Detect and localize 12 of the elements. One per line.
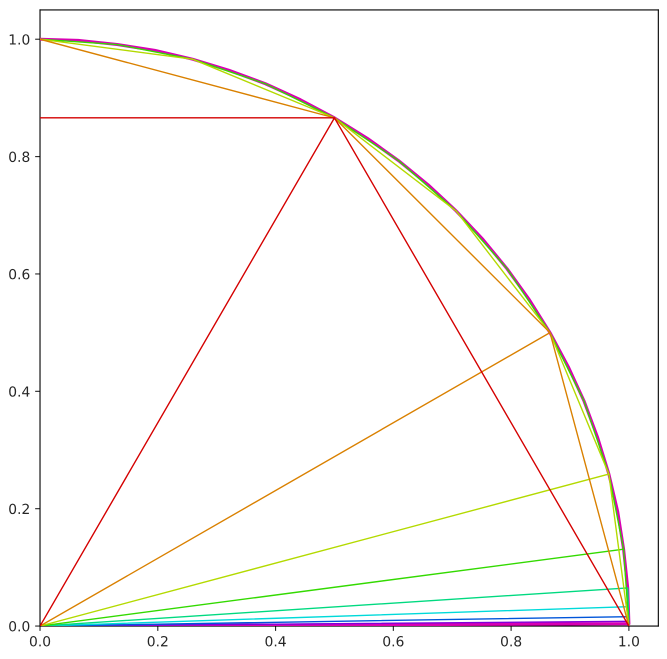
y-tick-label: 0.8	[9, 152, 30, 162]
y-tick-label: 0.0	[9, 621, 30, 632]
x-tick-label: 0.6	[383, 636, 404, 647]
y-tick-label: 1.0	[10, 34, 30, 45]
y-tick-label: 0.4	[9, 386, 30, 397]
x-tick-label: 0.8	[500, 636, 522, 647]
x-tick-label: 0.0	[30, 636, 50, 647]
x-tick-label: 1.0	[619, 636, 640, 647]
y-tick-label: 0.2	[9, 504, 29, 514]
x-tick-label: 0.2	[148, 636, 168, 647]
x-tick-label: 0.4	[265, 636, 286, 647]
y-tick-label: 0.6	[9, 268, 30, 280]
